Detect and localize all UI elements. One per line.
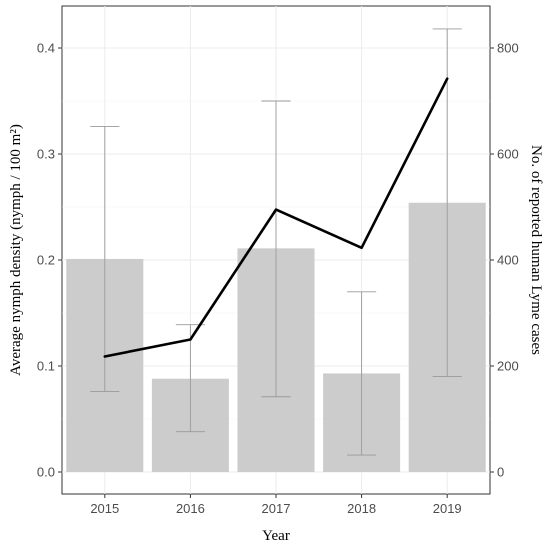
y-tick-label: 0.2 [37,253,55,268]
y-tick-label: 0.3 [37,147,55,162]
line-series [103,77,449,358]
y-right-tick-label: 200 [497,359,519,374]
error-bars [90,28,462,456]
y-tick-label: 0.0 [37,465,55,480]
x-tick-label: 2018 [347,501,376,516]
y-right-tick-label: 0 [497,465,504,480]
y-tick-label: 0.1 [37,359,55,374]
x-axis: 2015 2016 2017 2018 2019 [90,494,462,516]
y-axis-title-left: Average nymph density (nymph / 100 m²) [8,124,24,376]
x-tick-label: 2016 [176,501,205,516]
y-right-tick-label: 600 [497,147,519,162]
y-right-tick-label: 800 [497,41,519,56]
y-axis-right: 0 200 400 600 800 [490,41,519,480]
y-right-tick-label: 400 [497,253,519,268]
y-axis-title-right: No. of reported human Lyme cases [528,145,544,355]
y-tick-label: 0.4 [37,41,55,56]
x-axis-title: Year [262,528,290,544]
y-axis-left: 0.0 0.1 0.2 0.3 0.4 [37,41,62,480]
x-tick-label: 2019 [433,501,462,516]
x-tick-label: 2015 [90,501,119,516]
x-tick-label: 2017 [262,501,291,516]
